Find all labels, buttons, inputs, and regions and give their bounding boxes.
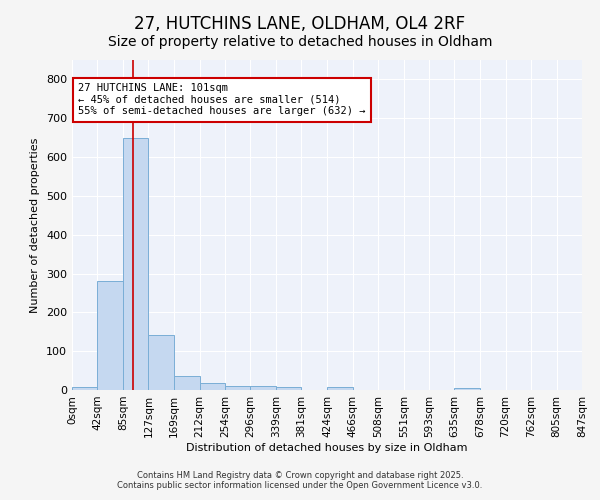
Bar	[72, 387, 97, 390]
Y-axis label: Number of detached properties: Number of detached properties	[31, 138, 40, 312]
Bar	[148, 335, 174, 390]
Bar	[454, 388, 480, 390]
Text: 27, HUTCHINS LANE, OLDHAM, OL4 2RF: 27, HUTCHINS LANE, OLDHAM, OL4 2RF	[134, 15, 466, 33]
Bar	[123, 138, 148, 390]
Text: Contains HM Land Registry data © Crown copyright and database right 2025.
Contai: Contains HM Land Registry data © Crown c…	[118, 470, 482, 490]
Bar	[250, 386, 276, 390]
Bar	[225, 386, 250, 390]
Bar	[174, 376, 200, 390]
Bar	[200, 383, 225, 390]
Bar	[97, 282, 123, 390]
Bar	[276, 388, 301, 390]
Text: Size of property relative to detached houses in Oldham: Size of property relative to detached ho…	[108, 35, 492, 49]
X-axis label: Distribution of detached houses by size in Oldham: Distribution of detached houses by size …	[186, 442, 468, 452]
Bar	[328, 388, 353, 390]
Text: 27 HUTCHINS LANE: 101sqm
← 45% of detached houses are smaller (514)
55% of semi-: 27 HUTCHINS LANE: 101sqm ← 45% of detach…	[78, 84, 365, 116]
